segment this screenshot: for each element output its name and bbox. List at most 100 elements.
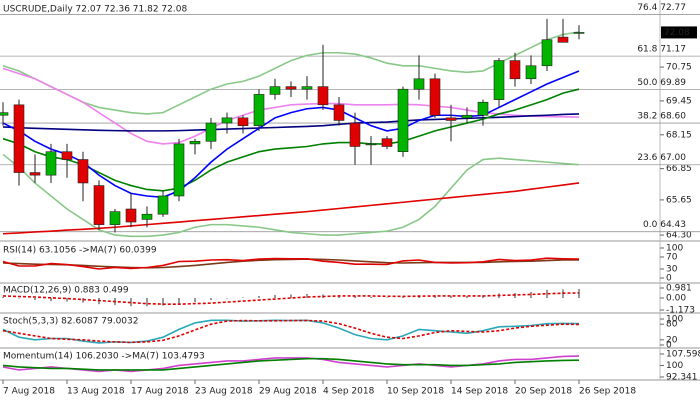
candle-body	[573, 32, 585, 34]
y-tick-label: 70	[666, 253, 678, 263]
indicator-line	[2, 292, 580, 305]
histogram-bar	[178, 298, 180, 304]
candle-body	[365, 143, 377, 146]
candle-body	[0, 112, 9, 116]
histogram-bar	[162, 298, 164, 306]
histogram-bar	[530, 291, 532, 299]
histogram-bar	[66, 298, 68, 302]
y-tick-label: 107.5986	[666, 350, 700, 360]
fib-label: 38.2 68.60	[637, 112, 686, 122]
histogram-bar	[18, 298, 20, 299]
y-tick-label: 66.85	[666, 164, 692, 174]
candle-body	[333, 104, 345, 121]
candle-body	[381, 138, 393, 147]
y-tick-label: 30	[666, 265, 678, 275]
y-tick-label: 69.45	[666, 96, 692, 106]
x-tick-label: 26 Sep 2018	[579, 387, 636, 397]
indicator-line	[2, 357, 580, 371]
histogram-bar	[306, 293, 308, 299]
candle-body	[541, 39, 553, 67]
indicator-line	[2, 153, 580, 238]
candle-body	[93, 185, 105, 225]
candle-body	[157, 195, 169, 215]
histogram-bar	[146, 298, 148, 307]
y-tick-label: 70.75	[666, 63, 692, 73]
panel-title: USCRUDE,Daily 72.07 72.36 71.82 72.08	[3, 5, 187, 15]
fib-label: 76.4 72.77	[637, 3, 686, 13]
histogram-bar	[226, 298, 228, 299]
y-tick-label: 64.30	[666, 231, 692, 241]
candle-body	[429, 78, 441, 116]
panel-title: RSI(14) 63.1056 ->MA(7) 60.0399	[3, 246, 157, 256]
candle-body	[301, 86, 313, 90]
y-tick-label: 68.15	[666, 130, 692, 140]
x-tick-label: 20 Sep 2018	[515, 387, 572, 397]
candle-body	[61, 151, 73, 160]
candle-body	[109, 211, 121, 225]
histogram-bar	[258, 295, 260, 299]
x-tick-label: 4 Sep 2018	[323, 387, 375, 397]
panel-title: Stoch(5,3,3) 82.6087 79.0032	[3, 317, 138, 327]
candle-body	[205, 122, 217, 142]
y-tick-label: 0.00	[666, 294, 686, 304]
fib-label: 50.0 69.89	[637, 78, 686, 88]
candle-body	[349, 122, 361, 147]
y-tick-label: 100	[666, 315, 683, 325]
candle-body	[189, 140, 201, 145]
y-tick-label: -1.173	[666, 306, 695, 316]
fib-label: 23.6 67.00	[637, 153, 686, 163]
histogram-bar	[402, 296, 404, 299]
indicator-line	[2, 31, 580, 115]
candle-body	[477, 101, 489, 116]
histogram-bar	[450, 295, 452, 299]
histogram-bar	[194, 298, 196, 303]
x-tick-label: 29 Aug 2018	[259, 387, 317, 397]
histogram-bar	[130, 298, 132, 307]
candle-body	[173, 143, 185, 197]
candle-body	[285, 86, 297, 90]
histogram-bar	[274, 294, 276, 299]
y-tick-label: 20	[666, 335, 678, 345]
x-tick-label: 14 Sep 2018	[451, 387, 508, 397]
candle-body	[397, 88, 409, 153]
y-tick-label: 92.341	[666, 373, 698, 383]
histogram-bar	[354, 295, 356, 299]
candle-body	[509, 60, 521, 80]
histogram-bar	[370, 296, 372, 299]
candle-body	[29, 172, 41, 176]
candle-body	[237, 117, 249, 126]
histogram-bar	[290, 294, 292, 299]
histogram-bar	[466, 295, 468, 299]
last-price-label: 72.08	[664, 28, 690, 38]
candle-body	[77, 159, 89, 184]
histogram-bar	[2, 296, 4, 299]
candle-body	[493, 60, 505, 100]
candle-body	[221, 117, 233, 124]
candle-body	[413, 78, 425, 90]
x-tick-label: 23 Aug 2018	[195, 387, 253, 397]
y-tick-label: 0	[666, 341, 672, 351]
indicator-line	[2, 319, 580, 344]
candle-body	[125, 208, 137, 223]
candle-body	[525, 65, 537, 80]
panel-title: Momentum(14) 106.2030 ->MA(7) 103.4793	[3, 352, 205, 362]
x-tick-label: 7 Aug 2018	[3, 387, 55, 397]
candle-body	[557, 36, 569, 43]
candle-body	[253, 94, 265, 126]
panel-title: MACD(12,26,9) 0.883 0.499	[3, 286, 129, 296]
indicator-line	[2, 257, 580, 270]
last-price-box	[661, 26, 697, 39]
histogram-bar	[50, 298, 52, 302]
fib-label: 61.8 71.17	[637, 45, 686, 55]
y-tick-label: 0.981	[666, 284, 692, 294]
candle-body	[461, 114, 473, 119]
histogram-bar	[242, 297, 244, 299]
y-tick-label: 80	[666, 320, 678, 330]
x-tick-label: 17 Aug 2018	[131, 387, 189, 397]
histogram-bar	[34, 298, 36, 301]
y-tick-label: 100	[666, 244, 683, 254]
histogram-bar	[386, 297, 388, 299]
